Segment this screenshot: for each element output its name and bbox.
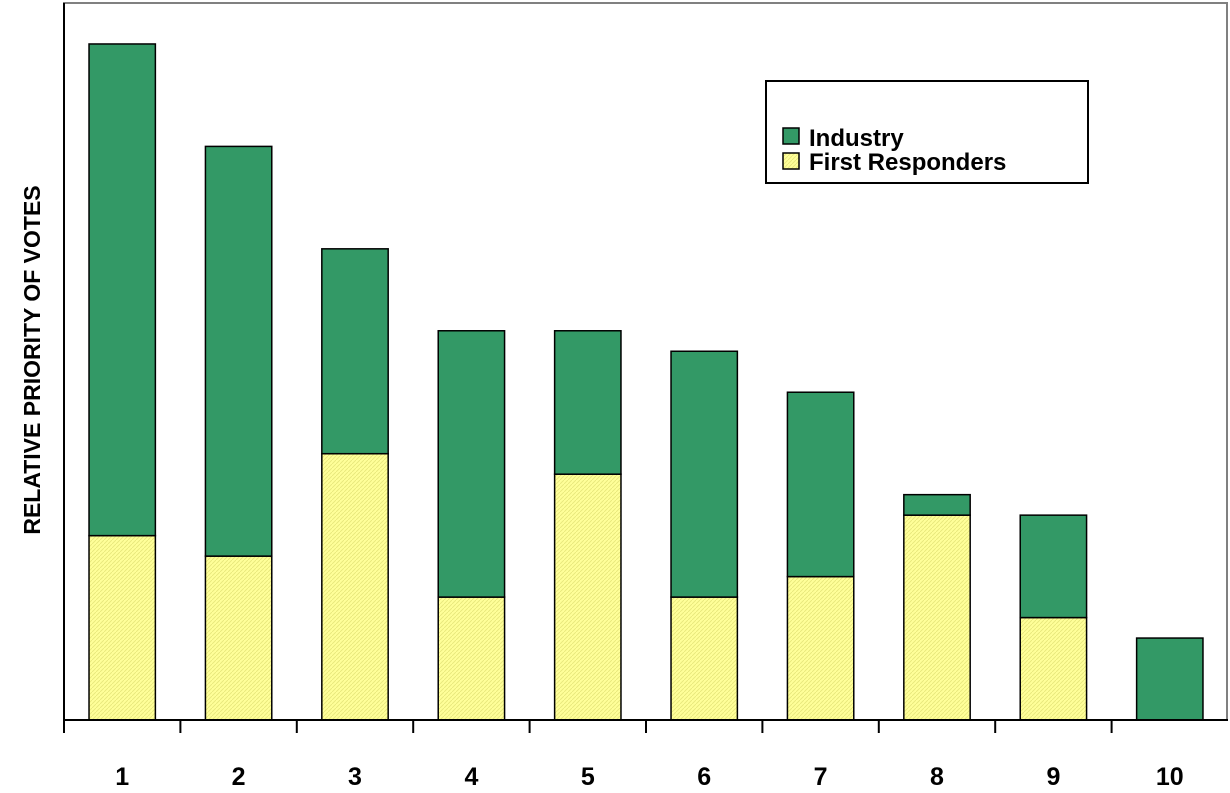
x-tick-label-10: 10: [1156, 763, 1184, 788]
bar-first-responders-6: [670, 596, 739, 721]
x-tick-label-9: 9: [1046, 763, 1060, 788]
x-tick-labels: 1 2 3 4 5 6 7 8 9 10: [115, 763, 1184, 791]
bar-industry-3: [321, 248, 389, 455]
bar-industry-7: [786, 391, 855, 578]
legend-swatch-first-responders: [782, 152, 800, 170]
x-tick-label-5: 5: [581, 763, 595, 788]
bar-industry-2: [204, 145, 273, 557]
legend-label-industry: Industry: [809, 125, 904, 152]
bar-industry-4: [437, 330, 506, 598]
bars-layer: [88, 43, 1204, 721]
y-axis-label: RELATIVE PRIORITY OF VOTES: [19, 185, 45, 534]
bar-industry-9: [1019, 514, 1088, 619]
x-tick-marks: [179, 720, 1113, 733]
legend-label-first-responders: First Responders: [809, 149, 1006, 176]
x-tick-label-2: 2: [232, 763, 246, 788]
bar-industry-5: [553, 330, 622, 475]
bar-first-responders-8: [903, 514, 971, 721]
x-tick-label-3: 3: [348, 763, 362, 788]
bar-first-responders-2: [204, 555, 273, 721]
x-tick-label-1: 1: [115, 763, 129, 788]
legend-swatch-industry: [782, 127, 800, 145]
bar-industry-1: [88, 43, 157, 537]
bar-first-responders-3: [321, 452, 389, 721]
bar-first-responders-5: [553, 473, 622, 721]
bar-industry-8: [903, 493, 971, 516]
x-tick-label-4: 4: [464, 763, 478, 788]
legend: Industry First Responders: [765, 80, 1089, 184]
bar-industry-10: [1135, 637, 1204, 721]
x-tick-label-8: 8: [930, 763, 944, 788]
x-tick-label-7: 7: [814, 763, 828, 788]
bar-industry-6: [670, 350, 739, 598]
legend-box: [765, 80, 1089, 184]
x-tick-label-6: 6: [697, 763, 711, 788]
bar-first-responders-1: [88, 534, 157, 721]
bar-first-responders-7: [786, 575, 855, 721]
bar-first-responders-9: [1019, 616, 1088, 721]
bar-first-responders-4: [437, 596, 506, 721]
